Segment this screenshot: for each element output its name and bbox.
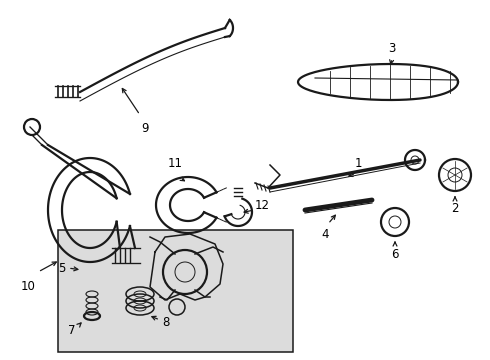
Text: 1: 1 [354,157,362,170]
Polygon shape [298,64,458,100]
Text: 10: 10 [21,280,35,293]
Text: 7: 7 [68,324,75,337]
Text: 8: 8 [162,315,170,328]
Text: 5: 5 [58,261,65,274]
Text: 3: 3 [388,42,396,55]
Bar [58,230,293,352]
Text: 6: 6 [391,248,399,261]
Text: 4: 4 [321,228,329,241]
Text: 11: 11 [168,157,182,170]
Text: 9: 9 [141,122,149,135]
Text: 2: 2 [451,202,459,215]
Text: 12: 12 [255,198,270,212]
